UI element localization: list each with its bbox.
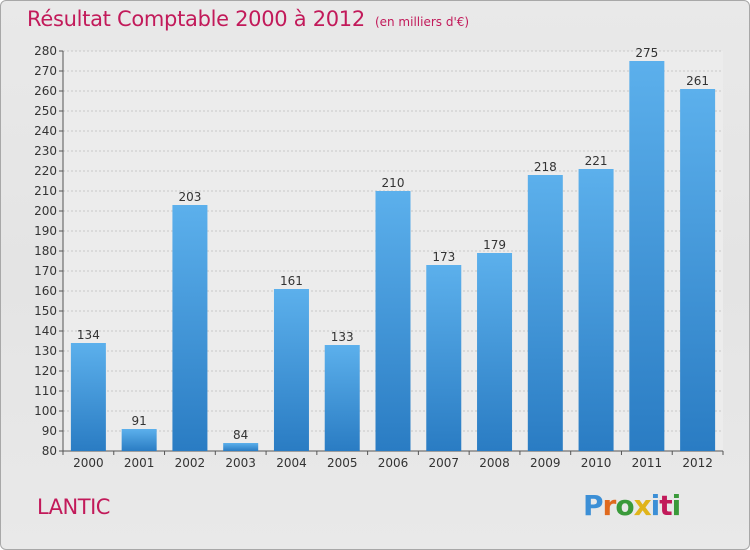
logo-letter: i [671, 489, 682, 522]
x-tick-label: 2003 [225, 456, 256, 470]
y-tick-label: 90 [42, 424, 57, 438]
x-tick-label: 2006 [378, 456, 409, 470]
y-tick-label: 230 [34, 144, 57, 158]
y-tick-label: 130 [34, 344, 57, 358]
bar [527, 175, 563, 451]
commune-name: LANTIC [37, 495, 110, 519]
x-tick-label: 2009 [530, 456, 561, 470]
logo-letter: t [659, 489, 672, 522]
data-label: 134 [77, 328, 100, 342]
bar [121, 429, 157, 451]
y-tick-label: 190 [34, 224, 57, 238]
y-tick-label: 160 [34, 284, 57, 298]
x-tick-label: 2008 [479, 456, 510, 470]
logo-letter: o [615, 489, 634, 522]
data-label: 84 [233, 428, 248, 442]
data-label: 203 [178, 190, 201, 204]
bar [273, 289, 309, 451]
x-tick-label: 2004 [276, 456, 307, 470]
data-label: 179 [483, 238, 506, 252]
chart-title: Résultat Comptable 2000 à 2012 (en millie… [27, 7, 469, 31]
chart-title-text: Résultat Comptable 2000 à 2012 [27, 7, 365, 31]
y-tick-label: 80 [42, 444, 57, 458]
logo-letter: i [650, 489, 661, 522]
proxiti-logo: Proxiti [583, 489, 682, 522]
bar [680, 89, 716, 451]
y-tick-label: 200 [34, 204, 57, 218]
data-label: 173 [432, 250, 455, 264]
chart-subtitle: (en milliers d'€) [374, 15, 470, 29]
logo-letter: P [583, 489, 604, 522]
y-tick-label: 150 [34, 304, 57, 318]
data-label: 218 [534, 160, 557, 174]
x-tick-label: 2002 [175, 456, 206, 470]
x-tick-label: 2007 [428, 456, 459, 470]
y-tick-label: 170 [34, 264, 57, 278]
y-tick-label: 240 [34, 124, 57, 138]
data-label: 275 [635, 46, 658, 60]
data-label: 161 [280, 274, 303, 288]
bar [477, 253, 513, 451]
data-label: 261 [686, 74, 709, 88]
y-tick-label: 280 [34, 44, 57, 58]
y-tick-label: 180 [34, 244, 57, 258]
y-tick-label: 140 [34, 324, 57, 338]
x-tick-label: 2011 [632, 456, 663, 470]
logo-letter: x [633, 489, 652, 522]
y-tick-label: 100 [34, 404, 57, 418]
bar [426, 265, 462, 451]
y-tick-label: 210 [34, 184, 57, 198]
bar [172, 205, 208, 451]
y-tick-label: 220 [34, 164, 57, 178]
data-label: 133 [331, 330, 354, 344]
y-tick-label: 110 [34, 384, 57, 398]
x-tick-label: 2010 [581, 456, 612, 470]
bar [223, 443, 259, 451]
data-label: 91 [132, 414, 147, 428]
x-tick-label: 2001 [124, 456, 155, 470]
logo-letter: r [602, 489, 617, 522]
bar [375, 191, 411, 451]
data-label: 221 [585, 154, 608, 168]
y-tick-label: 250 [34, 104, 57, 118]
bar [324, 345, 360, 451]
y-tick-label: 270 [34, 64, 57, 78]
x-tick-label: 2005 [327, 456, 358, 470]
data-label: 210 [382, 176, 405, 190]
y-tick-label: 120 [34, 364, 57, 378]
bar [578, 169, 614, 451]
x-tick-label: 2000 [73, 456, 104, 470]
x-tick-label: 2012 [682, 456, 713, 470]
bar [70, 343, 106, 451]
y-tick-label: 260 [34, 84, 57, 98]
bar [629, 61, 665, 451]
